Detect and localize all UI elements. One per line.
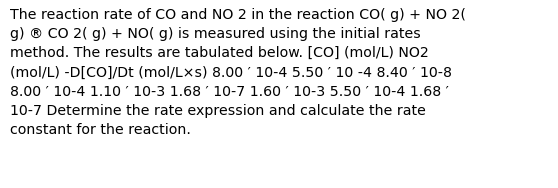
Text: The reaction rate of CO and NO 2 in the reaction CO( g) + NO 2(
g) ® CO 2( g) + : The reaction rate of CO and NO 2 in the … [10, 8, 466, 137]
